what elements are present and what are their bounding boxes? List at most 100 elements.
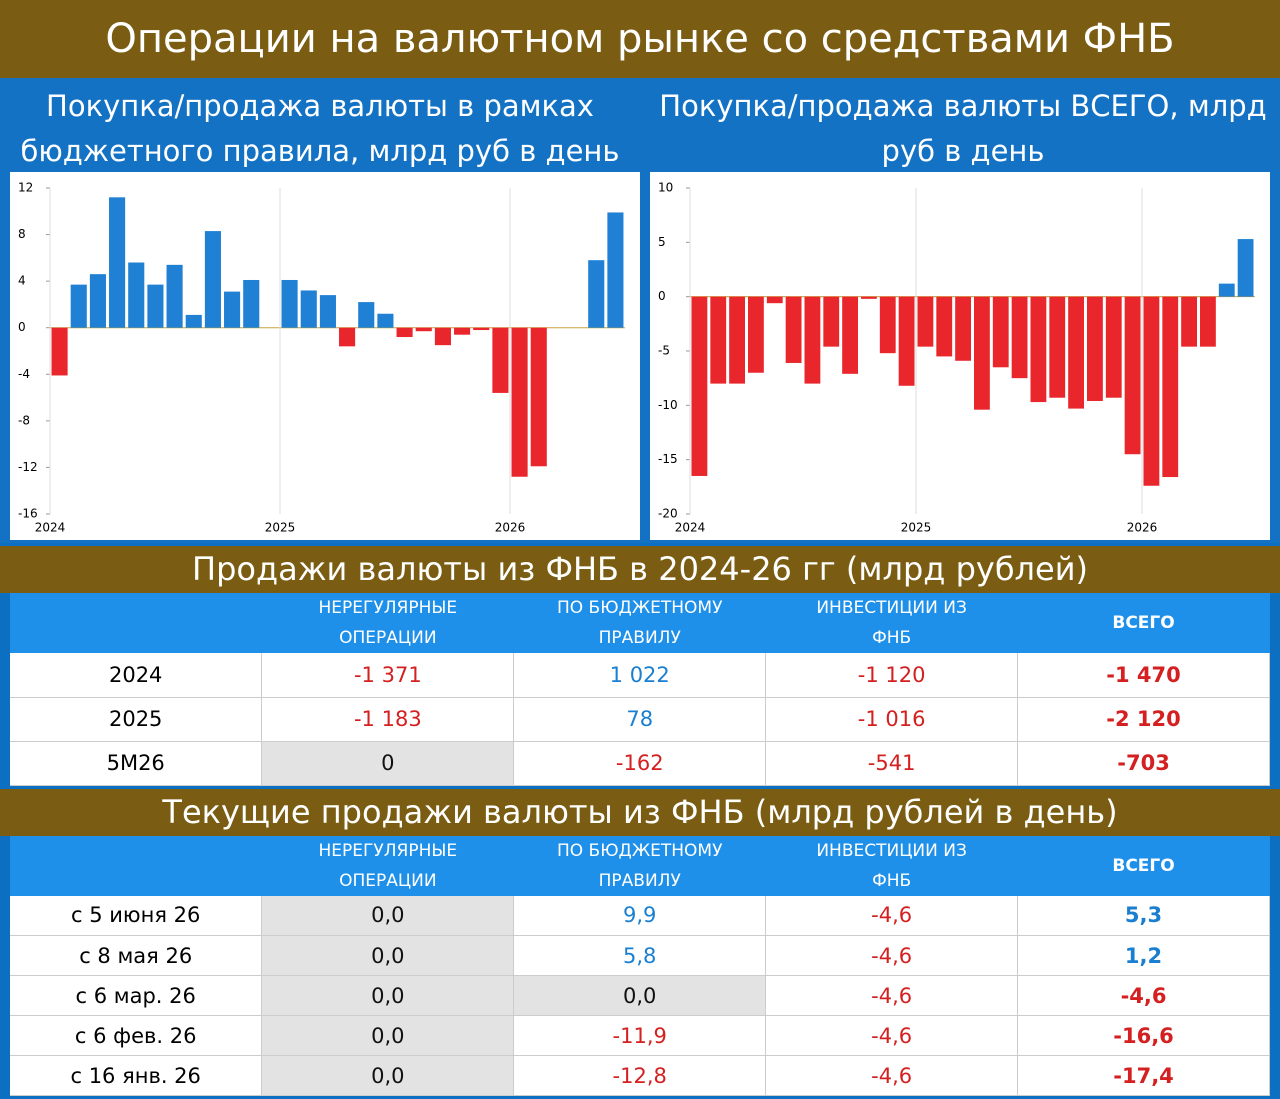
bar [691, 296, 708, 476]
main-title: Операции на валютном рынке со средствами… [0, 0, 1280, 78]
cell: -703 [1017, 741, 1270, 786]
bar [842, 296, 858, 374]
y-tick-label: 0 [18, 320, 26, 334]
bar [1011, 296, 1028, 379]
bar [879, 296, 896, 354]
row-label: с 6 фев. 26 [10, 1015, 263, 1056]
bar [1087, 296, 1103, 401]
bar [339, 327, 356, 347]
cell: -4,6 [765, 975, 1019, 1016]
table: НЕРЕГУЛЯРНЫЕ ОПЕРАЦИИ ПО БЮДЖЕТНОМУ ПРАВИ… [10, 835, 1270, 1096]
bar [454, 327, 471, 335]
row-label: с 5 июня 26 [10, 895, 263, 936]
bar [955, 296, 971, 361]
y-tick-label: -10 [658, 398, 678, 412]
bar [147, 284, 164, 328]
row-label: с 6 мар. 26 [10, 975, 263, 1016]
bar [917, 296, 934, 347]
cell: -4,6 [765, 895, 1019, 936]
cell: 78 [513, 697, 767, 742]
cell: -11,9 [513, 1015, 767, 1056]
x-tick-label: 2026 [1127, 521, 1158, 535]
y-tick-label: -12 [18, 460, 38, 474]
bar [1068, 296, 1084, 409]
bar [1218, 283, 1235, 297]
row-label: 5M26 [10, 741, 263, 786]
y-tick-label: 10 [658, 181, 673, 195]
bar [974, 296, 990, 410]
cell: 9,9 [513, 895, 767, 936]
cell: 1,2 [1017, 935, 1270, 976]
bar [1200, 296, 1216, 347]
bar [434, 327, 451, 346]
bar [128, 262, 145, 328]
bar [588, 260, 605, 328]
header-cell: ВСЕГО [1017, 835, 1270, 896]
bar [377, 313, 394, 328]
x-tick-label: 2025 [265, 521, 296, 535]
row-label: с 16 янв. 26 [10, 1055, 263, 1096]
x-tick-label: 2025 [901, 521, 932, 535]
cell: 0,0 [261, 975, 515, 1016]
row: с 16 янв. 26 0,0 -12,8 -4,6 -17,4 [10, 1055, 1270, 1096]
cell: 0 [261, 741, 515, 786]
cell: -4,6 [765, 1055, 1019, 1096]
bar [729, 296, 745, 384]
bar [109, 197, 126, 328]
bar [823, 296, 840, 347]
cell: 0,0 [261, 895, 515, 936]
y-tick-label: -4 [18, 367, 30, 381]
bar [785, 296, 802, 363]
cell: -1 120 [765, 653, 1019, 698]
bar [1237, 239, 1254, 297]
cell: -4,6 [765, 1015, 1019, 1056]
bar [300, 290, 317, 328]
bar [804, 296, 821, 384]
bar [319, 295, 336, 328]
cell: -1 371 [261, 653, 515, 698]
chart-title: Покупка/продажа валюты ВСЕГО, млрд руб в… [659, 89, 1267, 168]
bar [936, 296, 953, 357]
header-cell: ПО БЮДЖЕТНОМУ ПРАВИЛУ [513, 835, 766, 896]
cell: -17,4 [1017, 1055, 1270, 1096]
bar [1143, 296, 1160, 486]
row: 5M26 0 -162 -541 -703 [10, 741, 1270, 786]
charts-area: Покупка/продажа валюты в рамках бюджетно… [0, 78, 1280, 543]
row: с 5 июня 26 0,0 9,9 -4,6 5,3 [10, 895, 1270, 936]
y-tick-label: 8 [18, 227, 26, 241]
bar [204, 231, 221, 328]
y-tick-label: -5 [658, 344, 670, 358]
cell: -4,6 [1017, 975, 1270, 1016]
bar [166, 264, 183, 328]
bar [1105, 296, 1122, 398]
bar [1124, 296, 1141, 455]
row: с 6 фев. 26 0,0 -11,9 -4,6 -16,6 [10, 1015, 1270, 1056]
cell: 5,3 [1017, 895, 1270, 936]
bar [607, 212, 624, 328]
cell: -1 183 [261, 697, 515, 742]
header-cell: ИНВЕСТИЦИИ ИЗ ФНБ [765, 835, 1018, 896]
row: 2025 -1 183 78 -1 016 -2 120 [10, 697, 1270, 742]
x-tick-label: 2024 [675, 521, 706, 535]
bar [243, 279, 260, 328]
bar [530, 327, 547, 467]
bar [396, 327, 413, 338]
cell: -1 016 [765, 697, 1019, 742]
y-tick-label: -16 [18, 507, 38, 521]
y-tick-label: -8 [18, 413, 30, 427]
bar [492, 327, 509, 393]
cell: 0,0 [261, 1055, 515, 1096]
cell: -541 [765, 741, 1019, 786]
y-tick-label: 12 [18, 181, 33, 195]
section-title: Продажи валюты из ФНБ в 2024-26 гг (млрд… [0, 546, 1280, 593]
bar [281, 279, 298, 328]
cell: 0,0 [513, 975, 767, 1016]
cell: -4,6 [765, 935, 1019, 976]
header-cell: ВСЕГО [1017, 593, 1270, 653]
bar [898, 296, 915, 386]
bar [766, 296, 783, 304]
row-label: с 8 мая 26 [10, 935, 263, 976]
header-row: НЕРЕГУЛЯРНЫЕ ОПЕРАЦИИ ПО БЮДЖЕТНОМУ ПРАВИ… [10, 835, 1270, 896]
